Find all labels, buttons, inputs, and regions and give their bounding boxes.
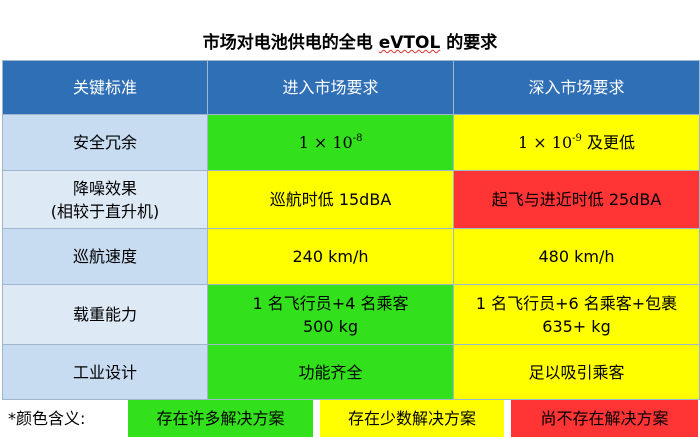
legend-yellow-swatch: 存在少数解决方案: [320, 400, 504, 437]
table-row: 巡航速度 240 km/h 480 km/h: [2, 228, 700, 285]
color-legend: *颜色含义: 存在许多解决方案 存在少数解决方案 尚不存在解决方案: [0, 398, 700, 439]
deep-design: 足以吸引乘客: [453, 344, 700, 400]
entry-payload-line1: 1 名飞行员+4 名乘客: [252, 293, 409, 313]
entry-payload: 1 名飞行员+4 名乘客 500 kg: [207, 284, 454, 345]
page-title: 市场对电池供电的全电 eVTOL 的要求: [0, 27, 700, 59]
table-row: 工业设计 功能齐全 足以吸引乘客: [2, 344, 700, 400]
deep-noise: 起飞与进近时低 25dBA: [453, 170, 700, 229]
deep-safety: 1 × 10-9 及更低: [453, 114, 700, 171]
legend-red-swatch: 尚不存在解决方案: [511, 400, 698, 437]
row-label-safety: 安全冗余: [2, 114, 208, 171]
deep-safety-suffix: 及更低: [581, 133, 635, 152]
row-label-noise-line1: 降噪效果: [72, 178, 137, 198]
title-evtol: eVTOL: [378, 33, 441, 53]
row-label-payload: 载重能力: [2, 284, 208, 345]
legend-green-swatch: 存在许多解决方案: [128, 400, 313, 437]
entry-design: 功能齐全: [207, 344, 454, 400]
entry-safety-base: 1 × 10: [298, 133, 353, 152]
header-criteria: 关键标准: [2, 60, 208, 115]
table-row: 安全冗余 1 × 10-8 1 × 10-9 及更低: [2, 114, 700, 171]
header-entry-market: 进入市场要求: [207, 60, 454, 115]
deep-safety-exponent: -9: [572, 133, 582, 144]
deep-speed: 480 km/h: [453, 228, 700, 285]
entry-safety: 1 × 10-8: [207, 114, 454, 171]
entry-noise: 巡航时低 15dBA: [207, 170, 454, 229]
entry-payload-line2: 500 kg: [302, 316, 359, 336]
deep-safety-base: 1 × 10: [518, 133, 573, 152]
header-deep-market: 深入市场要求: [453, 60, 700, 115]
title-prefix: 市场对电池供电的全电: [202, 33, 379, 53]
row-label-speed: 巡航速度: [2, 228, 208, 285]
table-row: 降噪效果 (相较于直升机) 巡航时低 15dBA 起飞与进近时低 25dBA: [2, 170, 700, 229]
deep-payload-line2: 635+ kg: [542, 316, 611, 336]
row-label-noise: 降噪效果 (相较于直升机): [2, 170, 208, 229]
title-suffix: 的要求: [440, 33, 498, 53]
deep-payload-line1: 1 名飞行员+6 名乘客+包裹: [475, 293, 678, 313]
header-row: 关键标准 进入市场要求 深入市场要求: [2, 60, 700, 115]
deep-payload: 1 名飞行员+6 名乘客+包裹 635+ kg: [453, 284, 700, 345]
legend-label: *颜色含义:: [8, 409, 86, 428]
entry-safety-exponent: -8: [352, 133, 363, 144]
entry-speed: 240 km/h: [207, 228, 454, 285]
requirements-grid: 关键标准 进入市场要求 深入市场要求 安全冗余 1 × 10-8 1 × 10-…: [2, 60, 700, 400]
row-label-design: 工业设计: [2, 344, 208, 400]
table-row: 载重能力 1 名飞行员+4 名乘客 500 kg 1 名飞行员+6 名乘客+包裹 6…: [2, 284, 700, 345]
row-label-noise-line2: (相较于直升机): [50, 201, 160, 221]
